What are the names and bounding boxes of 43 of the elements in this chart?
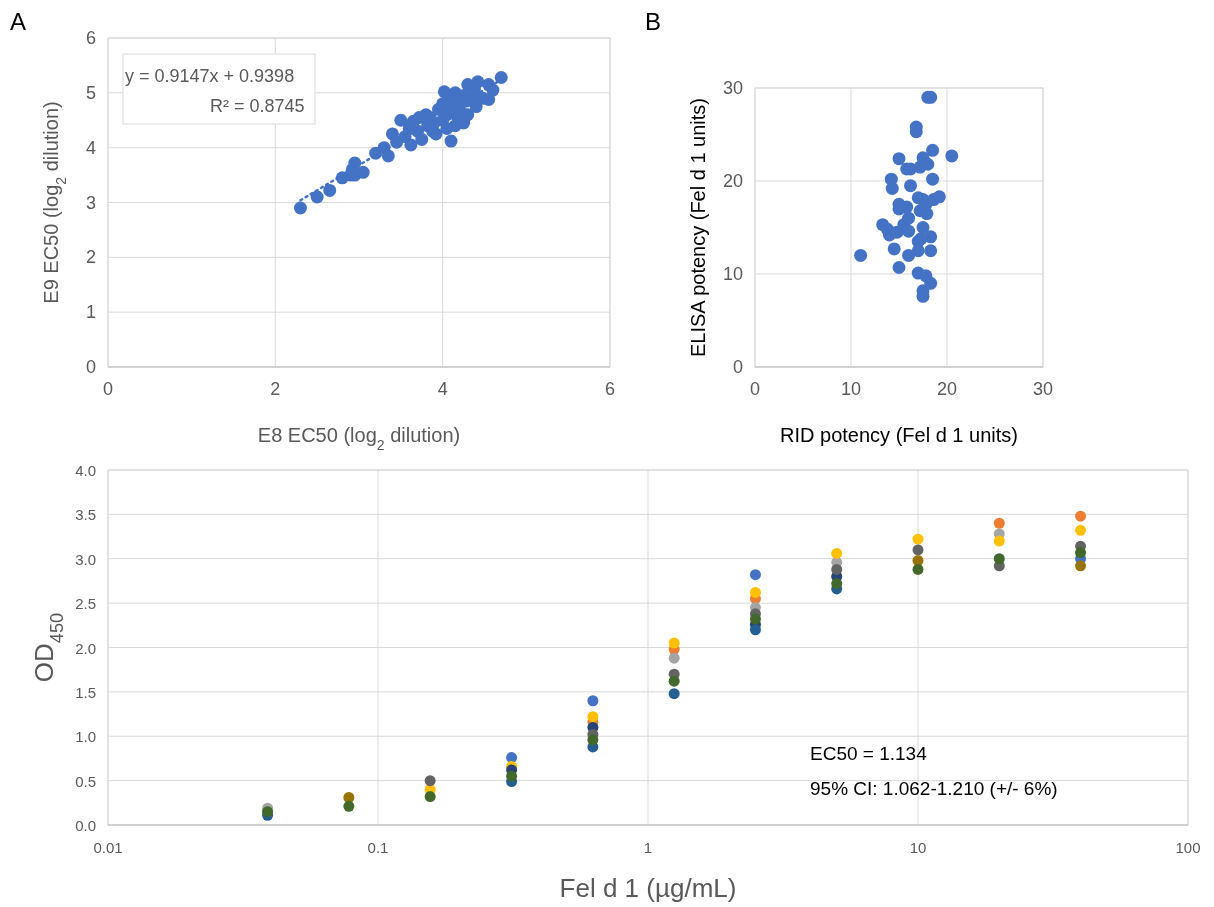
y-tick-label: 4.0 <box>75 462 96 479</box>
y-tick-label: 3.5 <box>75 506 96 524</box>
x-tick-label: 10 <box>909 839 927 856</box>
x-tick-label: 0 <box>102 379 114 399</box>
y-tick-label: 2.0 <box>75 639 96 657</box>
x-tick-label: 2 <box>270 379 281 399</box>
y-tick-label: 20 <box>722 171 743 191</box>
x-tick-label: 4 <box>437 379 448 399</box>
x-axis-title: Fel d 1 (µg/mL) <box>559 873 737 903</box>
chart-title: A <box>10 8 27 35</box>
y-tick-label: 1 <box>85 302 96 323</box>
y-axis-title: ELISA potency (Fel d 1 units) <box>687 97 709 358</box>
y-tick-label: 1.5 <box>75 683 96 701</box>
x-tick-label: 20 <box>936 379 958 399</box>
x-tick-label: 30 <box>1032 379 1054 399</box>
y-tick-label: 2.5 <box>75 595 96 613</box>
y-tick-label: 3 <box>85 192 96 213</box>
y-tick-label: 1.0 <box>75 728 96 746</box>
y-tick-label: 5 <box>85 82 96 103</box>
x-tick-label: 1 <box>643 839 653 856</box>
y-tick-label: 0.0 <box>75 817 96 834</box>
x-tick-label: 0 <box>749 379 761 399</box>
chart-title: B <box>645 8 662 35</box>
x-tick-label: 10 <box>840 379 862 399</box>
y-tick-label: 6 <box>85 28 96 48</box>
annotation: y = 0.9147x + 0.9398 <box>125 66 295 86</box>
y-tick-label: 0.5 <box>75 772 96 790</box>
annotation: EC50 = 1.134 <box>810 743 928 764</box>
y-tick-label: 2 <box>85 247 96 268</box>
y-tick-label: 10 <box>722 264 743 284</box>
x-axis-title: RID potency (Fel d 1 units) <box>780 424 1018 446</box>
x-tick-label: 0.1 <box>367 839 389 856</box>
annotation: R² = 0.8745 <box>210 96 305 116</box>
y-tick-label: 3.0 <box>75 550 96 568</box>
y-tick-label: 0 <box>85 357 96 377</box>
y-tick-label: 0 <box>732 357 743 377</box>
y-tick-label: 30 <box>722 78 743 98</box>
annotation: 95% CI: 1.062-1.210 (+/- 6%) <box>810 778 1058 799</box>
x-tick-label: 6 <box>604 379 616 399</box>
x-tick-label: 0.01 <box>93 839 123 856</box>
x-tick-label: 100 <box>1175 839 1201 856</box>
y-tick-label: 4 <box>85 137 96 158</box>
x-axis-title: E8 EC50 (log$_{2}$ dilution) <box>257 424 461 453</box>
